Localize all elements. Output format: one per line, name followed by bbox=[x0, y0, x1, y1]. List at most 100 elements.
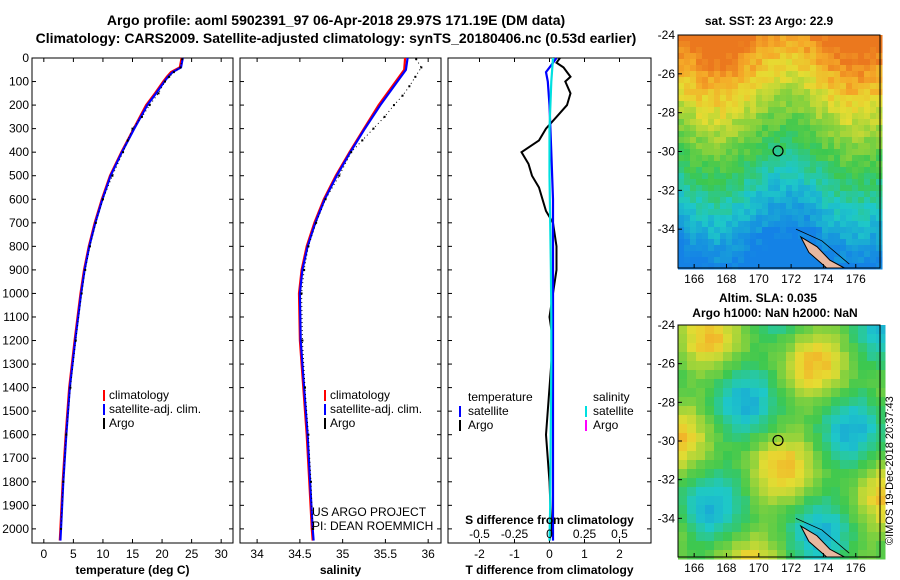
map-cell bbox=[702, 197, 709, 204]
map-cell bbox=[696, 113, 703, 120]
map-cell bbox=[840, 487, 850, 497]
map-cell bbox=[816, 65, 823, 72]
map-cell bbox=[786, 325, 796, 335]
map-cell bbox=[804, 325, 814, 335]
map-cell bbox=[774, 191, 781, 198]
map-cell bbox=[759, 361, 769, 371]
map-cell bbox=[867, 406, 877, 416]
map-cell bbox=[678, 119, 685, 126]
map-cell bbox=[696, 95, 703, 102]
map-cell bbox=[813, 370, 823, 380]
map-cell bbox=[750, 263, 757, 270]
map-cell bbox=[876, 496, 886, 506]
map-cell bbox=[702, 203, 709, 210]
map-cell bbox=[804, 149, 811, 156]
map-cell bbox=[759, 523, 769, 533]
map-cell bbox=[822, 451, 832, 461]
map-cell bbox=[678, 451, 688, 461]
map-cell bbox=[774, 185, 781, 192]
map-cell bbox=[726, 263, 733, 270]
map-cell bbox=[678, 361, 688, 371]
map-cell bbox=[831, 415, 841, 425]
map-cell bbox=[768, 185, 775, 192]
map-cell bbox=[804, 167, 811, 174]
map-cell bbox=[852, 71, 859, 78]
map-cell bbox=[849, 397, 859, 407]
map-cell bbox=[768, 125, 775, 132]
map-cell bbox=[840, 101, 847, 108]
legend-label: satellite-adj. clim. bbox=[330, 402, 422, 416]
map-cell bbox=[804, 221, 811, 228]
map-cell bbox=[684, 245, 691, 252]
map-cell bbox=[702, 239, 709, 246]
map-cell bbox=[678, 143, 685, 150]
map-cell bbox=[750, 505, 760, 515]
map-cell bbox=[774, 89, 781, 96]
map-cell bbox=[822, 113, 829, 120]
map-cell bbox=[840, 155, 847, 162]
map-cell bbox=[810, 59, 817, 66]
map-cell bbox=[732, 35, 739, 42]
map-cell bbox=[690, 83, 697, 90]
map-cell bbox=[726, 71, 733, 78]
map-cell bbox=[828, 35, 835, 42]
map-cell bbox=[732, 77, 739, 84]
map-cell bbox=[762, 155, 769, 162]
map-cell bbox=[705, 460, 715, 470]
y-tick-label: 200 bbox=[9, 98, 29, 112]
map-cell bbox=[768, 442, 778, 452]
map-cell bbox=[786, 179, 793, 186]
figure-title-line1: Argo profile: aoml 5902391_97 06-Apr-201… bbox=[107, 12, 565, 28]
map-cell bbox=[690, 77, 697, 84]
map-cell bbox=[702, 107, 709, 114]
map-cell bbox=[858, 245, 865, 252]
map-cell bbox=[696, 131, 703, 138]
map-cell bbox=[732, 89, 739, 96]
argo-point bbox=[303, 268, 306, 271]
map-cell bbox=[696, 433, 706, 443]
map-cell bbox=[798, 155, 805, 162]
map-cell bbox=[840, 89, 847, 96]
map-cell bbox=[846, 65, 853, 72]
map-cell bbox=[864, 137, 871, 144]
map-cell bbox=[708, 167, 715, 174]
map-cell bbox=[846, 107, 853, 114]
map-cell bbox=[705, 469, 715, 479]
map-cell bbox=[720, 77, 727, 84]
map-cell bbox=[774, 95, 781, 102]
map-cell bbox=[858, 397, 868, 407]
map-cell bbox=[795, 406, 805, 416]
map-cell bbox=[714, 514, 724, 524]
map-cell bbox=[738, 143, 745, 150]
map-cell bbox=[852, 107, 859, 114]
sst-map: 166 168 170 172 174 176-24-26-28-30-32-34sat.… bbox=[658, 14, 883, 286]
map-cell bbox=[726, 101, 733, 108]
map-cell bbox=[831, 523, 841, 533]
map-cell bbox=[867, 514, 877, 524]
map-cell bbox=[684, 251, 691, 258]
map-cell bbox=[828, 113, 835, 120]
map-cell bbox=[687, 388, 697, 398]
map-cell bbox=[798, 179, 805, 186]
map-cell bbox=[678, 203, 685, 210]
map-cell bbox=[831, 496, 841, 506]
map-cell bbox=[723, 334, 733, 344]
map-cell bbox=[858, 155, 865, 162]
map-cell bbox=[786, 173, 793, 180]
map-cell bbox=[813, 397, 823, 407]
map-cell bbox=[714, 65, 721, 72]
map-cell bbox=[708, 119, 715, 126]
map-cell bbox=[714, 478, 724, 488]
map-cell bbox=[792, 95, 799, 102]
argo-point bbox=[315, 221, 318, 224]
map-cell bbox=[738, 89, 745, 96]
map-cell bbox=[690, 59, 697, 66]
map-cell bbox=[720, 71, 727, 78]
map-cell bbox=[804, 215, 811, 222]
map-cell bbox=[849, 460, 859, 470]
map-cell bbox=[762, 107, 769, 114]
map-cell bbox=[870, 95, 877, 102]
map-cell bbox=[741, 343, 751, 353]
map-cell bbox=[750, 53, 757, 60]
map-cell bbox=[834, 83, 841, 90]
